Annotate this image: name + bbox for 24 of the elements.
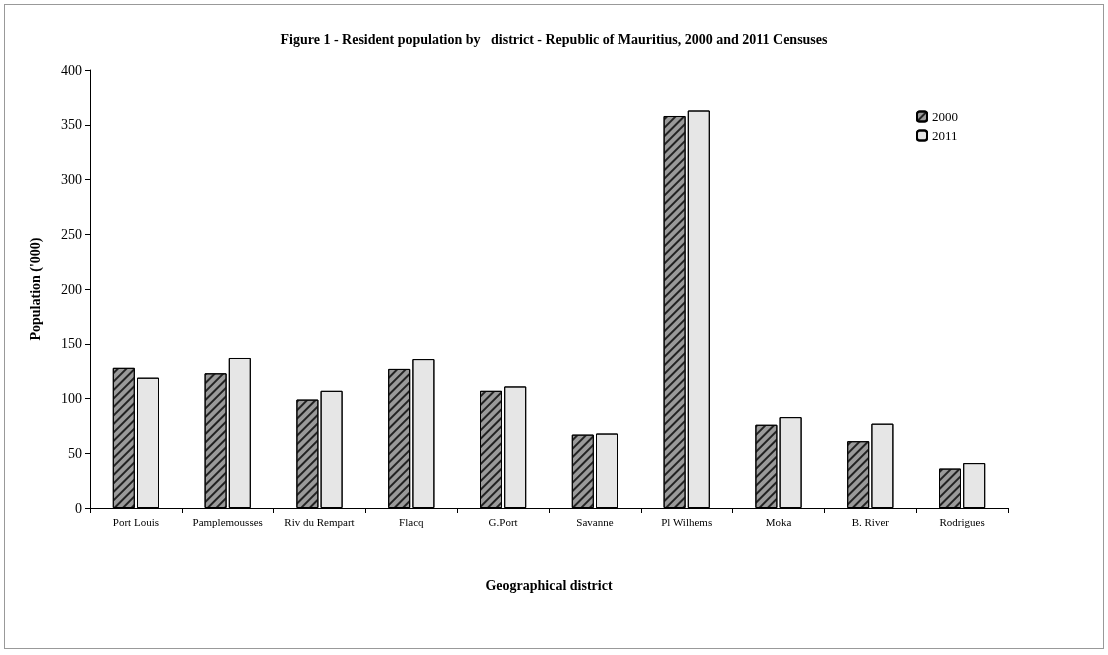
y-tick-label: 200 (61, 281, 82, 297)
y-tick-label: 350 (61, 117, 82, 133)
y-tick-label: 50 (68, 445, 82, 461)
x-axis-title: Geographical district (485, 577, 613, 593)
y-tick-label: 250 (61, 226, 82, 242)
x-tick-label: Moka (765, 515, 792, 528)
legend-label: 2011 (932, 128, 958, 143)
x-tick-label: B. River (851, 515, 890, 528)
y-tick-label: 100 (61, 391, 82, 406)
y-tick-label: 300 (61, 172, 82, 187)
y-tick-label: 150 (61, 336, 82, 352)
x-tick-label: Rodrigues (939, 515, 985, 528)
x-tick-label: Port Louis (112, 515, 159, 528)
y-tick-label: 400 (61, 62, 82, 78)
chart-title: Figure 1 - Resident population by district - Republic of Mauritius, 2000 and 2011 Censuses (280, 31, 829, 47)
y-axis-title: Population ('000) (27, 237, 44, 341)
x-tick-label: Pamplemousses (192, 515, 263, 528)
x-tick-label: Flacq (399, 515, 425, 528)
x-tick-label: Pl Wilhems (661, 515, 713, 528)
legend-label: 2000 (932, 109, 958, 124)
x-tick-label: Riv du Rempart (284, 515, 355, 528)
x-tick-label: G.Port (488, 515, 518, 528)
y-tick-label: 0 (75, 500, 82, 516)
x-tick-label: Savanne (576, 515, 614, 528)
